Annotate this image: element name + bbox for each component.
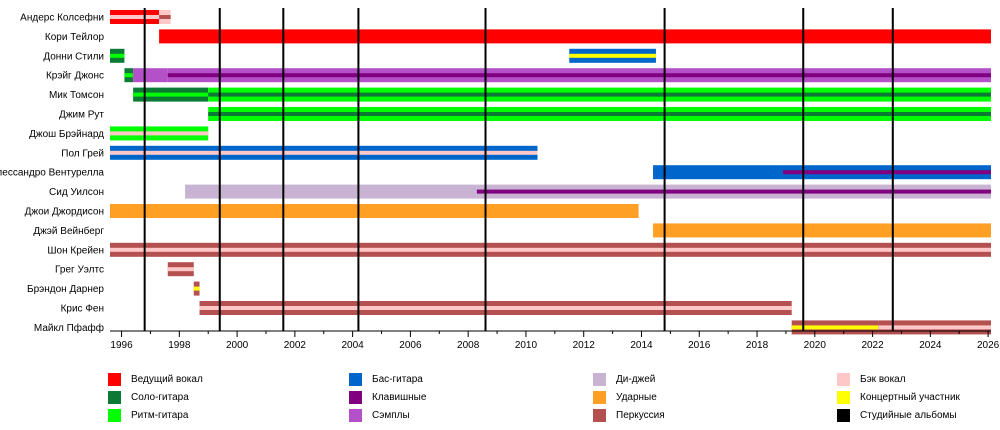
legend-item: Ведущий вокал	[108, 372, 203, 386]
member-bar-stripe	[167, 267, 194, 272]
member-bar-stripe	[791, 325, 879, 330]
legend-swatch	[837, 372, 850, 386]
legend-label: Концертный участник	[860, 391, 960, 403]
member-bar-stripe	[193, 286, 200, 291]
member-label: Мик Томсон	[49, 90, 104, 101]
album-lines	[143, 8, 894, 331]
legend-swatch	[837, 408, 850, 422]
member-bar-stripe	[208, 92, 991, 97]
member-bar-stripe	[110, 15, 160, 19]
legend-label: Перкуссия	[616, 409, 665, 421]
legend-item: Студийные альбомы	[837, 408, 957, 422]
x-tick-label: 2020	[804, 340, 827, 351]
member-label: Джои Джордисон	[25, 207, 104, 218]
member-bar	[110, 204, 639, 218]
legend-item: Бас-гитара	[349, 372, 423, 386]
legend-label: Сэмплы	[372, 409, 410, 421]
legend-swatch	[108, 408, 121, 422]
member-bar	[159, 29, 991, 44]
member-bar-stripe	[110, 150, 538, 155]
member-label: Майкл Пфафф	[34, 322, 104, 334]
legend-item: Ди-джей	[593, 372, 655, 386]
member-bar-stripe	[110, 53, 125, 58]
member-bar-stripe	[159, 15, 171, 19]
member-label: Джош Брэйнард	[29, 129, 104, 140]
x-tick-label: 2018	[746, 340, 769, 351]
legend-item: Перкуссия	[593, 408, 665, 422]
member-bar	[133, 68, 168, 83]
x-tick-label: 2012	[573, 340, 596, 351]
x-axis: 1996 1998 2000 2002 2004 2006 2008 2010 2012 2014…	[110, 330, 1000, 351]
member-bar-stripe	[208, 112, 991, 116]
legend-label: Ударные	[616, 391, 657, 403]
member-label: Брэндон Дарнер	[27, 284, 104, 295]
member-bars	[110, 10, 991, 335]
member-label: Сид Уилсон	[49, 187, 104, 198]
member-label: Шон Крейен	[47, 245, 104, 256]
legend-item: Сэмплы	[349, 408, 410, 422]
x-tick-label: 2016	[688, 340, 711, 351]
member-bar-stripe	[133, 92, 209, 97]
legend-item: Концертный участник	[837, 390, 960, 404]
legend-swatch	[593, 408, 606, 422]
x-tick-label: 1998	[168, 340, 191, 351]
legend-swatch	[108, 390, 121, 404]
member-bar-stripe	[476, 189, 991, 194]
legend-swatch	[108, 372, 121, 386]
legend-label: Студийные альбомы	[860, 409, 957, 421]
legend-label: Ведущий вокал	[131, 373, 203, 385]
member-label: Андерс Колсефни	[20, 12, 104, 24]
member-bar-stripe	[167, 73, 991, 78]
x-tick-label: 2026	[977, 340, 1000, 351]
legend-label: Ди-джей	[616, 373, 656, 385]
x-tick-label: 2014	[630, 340, 653, 351]
legend-item: Клавишные	[349, 390, 426, 404]
member-bar-stripe	[569, 53, 656, 58]
member-label: Донни Стили	[43, 51, 104, 62]
legend-swatch	[593, 390, 606, 404]
legend-item: Бэк вокал	[837, 372, 906, 386]
member-bar-stripe	[199, 306, 792, 310]
member-label: Крэйг Джонс	[46, 71, 104, 82]
legend-swatch	[349, 408, 362, 422]
member-label: Крис Фен	[61, 304, 104, 315]
member-bar-stripe	[124, 73, 134, 78]
member-bar-stripe	[878, 325, 991, 330]
legend-label: Клавишные	[372, 391, 427, 403]
x-tick-label: 2000	[226, 340, 249, 351]
x-tick-label: 2004	[342, 340, 365, 351]
legend-swatch	[349, 372, 362, 386]
legend-label: Соло-гитара	[131, 391, 189, 403]
member-bar	[653, 223, 991, 238]
member-bar-stripe	[783, 170, 991, 175]
member-label: Пол Грей	[61, 148, 104, 159]
legend-label: Бас-гитара	[372, 373, 423, 385]
member-label: Грег Уэлтс	[55, 265, 104, 276]
x-tick-label: 2002	[284, 340, 307, 351]
member-labels: Андерс Колсефни Кори Тейлор Донни Стили Крэ…	[0, 12, 104, 334]
legend-item: Соло-гитара	[108, 390, 189, 404]
legend-swatch	[593, 372, 606, 386]
legend-swatch	[349, 390, 362, 404]
x-tick-label: 2010	[515, 340, 538, 351]
member-label: Джэй Вейнберг	[33, 225, 104, 237]
x-tick-label: 2006	[399, 340, 422, 351]
member-bar	[653, 165, 784, 180]
legend-label: Ритм-гитара	[131, 409, 189, 421]
x-tick-label: 1996	[110, 340, 133, 351]
x-tick-label: 2024	[919, 340, 942, 351]
member-bar	[185, 184, 477, 199]
x-tick-label: 2008	[457, 340, 480, 351]
member-bar-stripe	[110, 131, 209, 136]
member-label: Джим Рут	[59, 110, 104, 121]
legend-swatch	[837, 390, 850, 404]
x-tick-label: 2022	[861, 340, 884, 351]
member-label: Алессандро Вентурелла	[0, 168, 104, 179]
legend-item: Ритм-гитара	[108, 408, 188, 422]
legend-item: Ударные	[593, 390, 657, 404]
member-label: Кори Тейлор	[45, 32, 105, 43]
member-bar-stripe	[110, 247, 991, 252]
legend-label: Бэк вокал	[860, 373, 906, 385]
